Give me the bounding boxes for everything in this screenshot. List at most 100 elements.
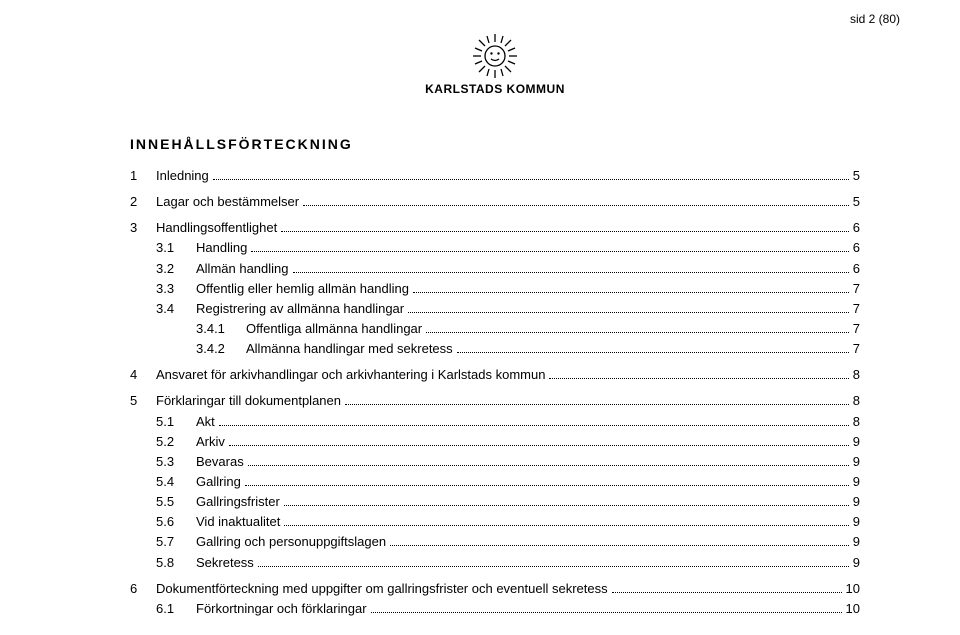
toc-entry-page: 9: [853, 452, 860, 472]
toc-entry-label: Gallring: [196, 472, 241, 492]
toc-dot-leader: [426, 332, 849, 333]
toc-entry-number: 5.8: [156, 553, 196, 573]
toc-dot-leader: [371, 612, 842, 613]
toc-entry-number: 5.7: [156, 532, 196, 552]
toc-entry: 4Ansvaret för arkivhandlingar och arkivh…: [130, 365, 860, 385]
toc-list: 1Inledning52Lagar och bestämmelser53Hand…: [130, 166, 860, 619]
toc-entry: 3.4.1Offentliga allmänna handlingar 7: [130, 319, 860, 339]
toc-entry-label: Gallring och personuppgiftslagen: [196, 532, 386, 552]
toc-entry-label: Offentliga allmänna handlingar: [246, 319, 422, 339]
toc-entry-page: 9: [853, 532, 860, 552]
toc-entry-label: Registrering av allmänna handlingar: [196, 299, 404, 319]
toc-entry: 5.5Gallringsfrister9: [130, 492, 860, 512]
toc-entry: 2Lagar och bestämmelser 5: [130, 192, 860, 212]
toc-dot-leader: [345, 404, 849, 405]
toc-entry-label: Handlingsoffentlighet: [156, 218, 277, 238]
toc-heading: INNEHÅLLSFÖRTECKNING: [130, 136, 860, 152]
toc-dot-leader: [213, 179, 849, 180]
toc-entry: 5Förklaringar till dokumentplanen 8: [130, 391, 860, 411]
document-page: KARLSTADS KOMMUN INNEHÅLLSFÖRTECKNING 1I…: [0, 0, 960, 635]
toc-entry: 6Dokumentförteckning med uppgifter om ga…: [130, 579, 860, 599]
toc-entry-label: Inledning: [156, 166, 209, 186]
toc-entry-number: 5.1: [156, 412, 196, 432]
toc-dot-leader: [245, 485, 849, 486]
toc-dot-leader: [281, 231, 849, 232]
toc-entry-number: 6.1: [156, 599, 196, 619]
toc-entry-page: 8: [853, 391, 860, 411]
toc-entry-number: 3.1: [156, 238, 196, 258]
toc-dot-leader: [251, 251, 848, 252]
toc-entry-label: Förkortningar och förklaringar: [196, 599, 367, 619]
toc-entry-label: Förklaringar till dokumentplanen: [156, 391, 341, 411]
toc-entry-number: 3.4.2: [196, 339, 246, 359]
toc-entry: 5.2Arkiv9: [130, 432, 860, 452]
toc-dot-leader: [219, 425, 849, 426]
toc-dot-leader: [293, 272, 849, 273]
toc-dot-leader: [284, 525, 848, 526]
toc-entry-label: Dokumentförteckning med uppgifter om gal…: [156, 579, 608, 599]
toc-entry-page: 6: [853, 218, 860, 238]
toc-entry-number: 1: [130, 166, 156, 186]
toc-entry-number: 3.4.1: [196, 319, 246, 339]
toc-entry-label: Offentlig eller hemlig allmän handling: [196, 279, 409, 299]
toc-entry-page: 9: [853, 472, 860, 492]
toc-entry-number: 3: [130, 218, 156, 238]
toc-entry-page: 8: [853, 365, 860, 385]
toc-dot-leader: [248, 465, 849, 466]
toc-entry-label: Ansvaret för arkivhandlingar och arkivha…: [156, 365, 545, 385]
toc-entry-page: 5: [853, 192, 860, 212]
toc-dot-leader: [284, 505, 849, 506]
toc-dot-leader: [258, 566, 849, 567]
toc-entry: 3.4.2Allmänna handlingar med sekretess 7: [130, 339, 860, 359]
toc-entry-label: Lagar och bestämmelser: [156, 192, 299, 212]
toc-entry-label: Handling: [196, 238, 247, 258]
toc-entry-label: Arkiv: [196, 432, 225, 452]
sun-face-icon: [467, 30, 523, 78]
toc-entry-label: Bevaras: [196, 452, 244, 472]
toc-entry: 5.4Gallring 9: [130, 472, 860, 492]
toc-entry-page: 7: [853, 279, 860, 299]
toc-entry-number: 5.4: [156, 472, 196, 492]
toc-entry-page: 10: [846, 579, 860, 599]
toc-entry-page: 9: [853, 492, 860, 512]
toc-entry-number: 3.2: [156, 259, 196, 279]
toc-entry-label: Gallringsfrister: [196, 492, 280, 512]
toc-entry-number: 5.6: [156, 512, 196, 532]
toc-entry-number: 5.2: [156, 432, 196, 452]
toc-entry: 3.2Allmän handling6: [130, 259, 860, 279]
toc-entry-page: 5: [853, 166, 860, 186]
toc-entry-label: Akt: [196, 412, 215, 432]
toc-entry: 1Inledning 5: [130, 166, 860, 186]
toc-entry: 6.1Förkortningar och förklaringar 10: [130, 599, 860, 619]
municipality-logo: KARLSTADS KOMMUN: [130, 30, 860, 96]
toc-entry-page: 9: [853, 553, 860, 573]
toc-entry: 5.3Bevaras9: [130, 452, 860, 472]
toc-dot-leader: [457, 352, 849, 353]
toc-entry: 5.8Sekretess9: [130, 553, 860, 573]
toc-dot-leader: [303, 205, 849, 206]
toc-entry-page: 10: [846, 599, 860, 619]
toc-entry-number: 3.3: [156, 279, 196, 299]
toc-dot-leader: [390, 545, 849, 546]
toc-entry-number: 4: [130, 365, 156, 385]
toc-dot-leader: [413, 292, 849, 293]
toc-entry-page: 7: [853, 339, 860, 359]
toc-entry-page: 6: [853, 238, 860, 258]
toc-entry-page: 8: [853, 412, 860, 432]
toc-entry-label: Vid inaktualitet: [196, 512, 280, 532]
toc-entry: 3Handlingsoffentlighet 6: [130, 218, 860, 238]
toc-entry: 3.3Offentlig eller hemlig allmän handlin…: [130, 279, 860, 299]
toc-dot-leader: [229, 445, 849, 446]
toc-entry: 3.4Registrering av allmänna handlingar7: [130, 299, 860, 319]
toc-entry-number: 3.4: [156, 299, 196, 319]
toc-entry-label: Allmän handling: [196, 259, 289, 279]
toc-dot-leader: [612, 592, 842, 593]
toc-entry: 3.1Handling 6: [130, 238, 860, 258]
toc-entry-label: Allmänna handlingar med sekretess: [246, 339, 453, 359]
toc-entry: 5.1Akt 8: [130, 412, 860, 432]
toc-dot-leader: [408, 312, 849, 313]
toc-entry-number: 2: [130, 192, 156, 212]
toc-dot-leader: [549, 378, 848, 379]
toc-entry-page: 7: [853, 319, 860, 339]
toc-entry-number: 5: [130, 391, 156, 411]
